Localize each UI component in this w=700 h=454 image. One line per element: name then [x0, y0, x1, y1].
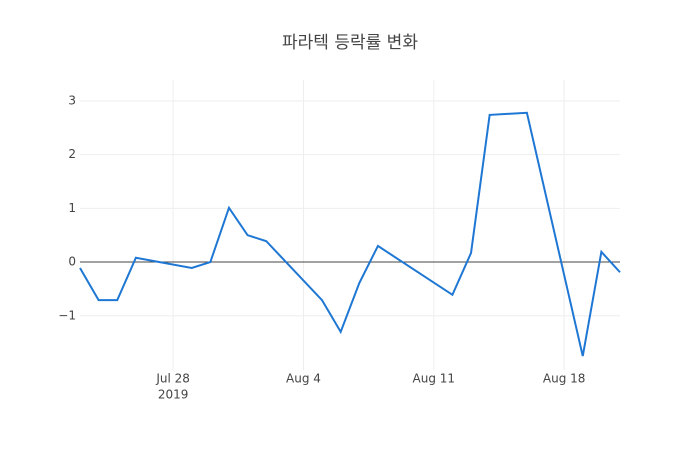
x-tick-label: Aug 11	[413, 372, 456, 386]
y-tick-label: −1	[58, 308, 76, 322]
x-year-label: 2019	[158, 388, 189, 402]
x-tick-label: Aug 18	[543, 372, 586, 386]
x-tick-label: Aug 4	[286, 372, 321, 386]
y-tick-label: 0	[68, 255, 76, 269]
chart-title: 파라텍 등락률 변화	[282, 33, 418, 53]
x-tick-label: Jul 28	[155, 372, 190, 386]
y-tick-label: 3	[68, 93, 76, 107]
y-tick-label: 2	[68, 147, 76, 161]
y-tick-label: 1	[68, 201, 76, 215]
line-series	[79, 111, 621, 357]
